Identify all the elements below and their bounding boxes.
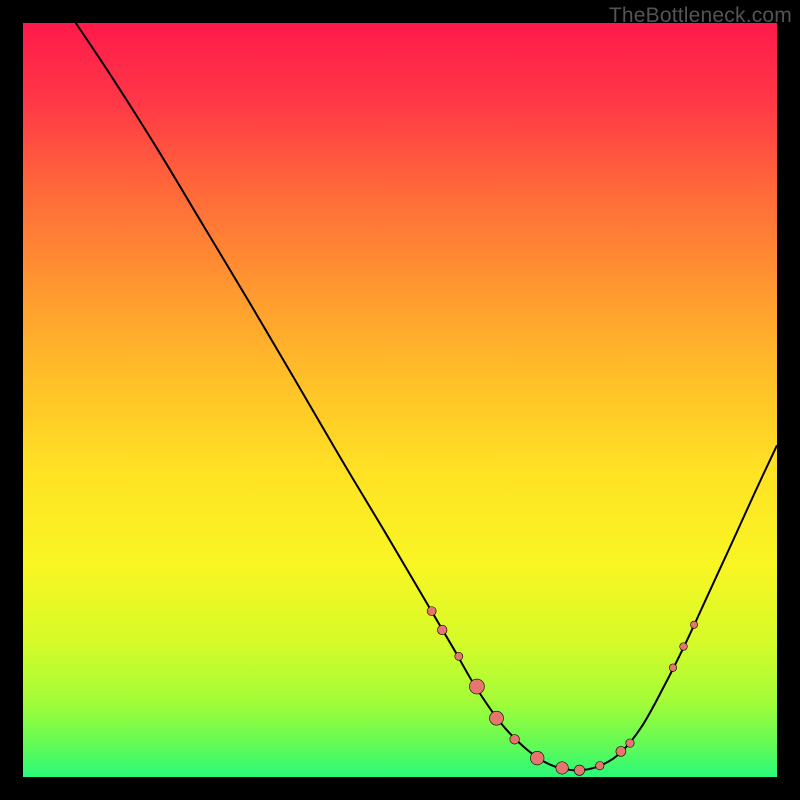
- curve-marker: [626, 739, 634, 747]
- curve-marker: [616, 746, 626, 756]
- bottleneck-chart: [23, 23, 777, 777]
- curve-marker: [574, 765, 584, 775]
- curve-marker: [490, 711, 504, 725]
- curve-marker: [669, 664, 677, 672]
- curve-marker: [510, 735, 520, 745]
- figure-container: { "watermark": { "text": "TheBottleneck.…: [0, 0, 800, 800]
- gradient-background: [23, 23, 777, 777]
- curve-marker: [530, 751, 544, 765]
- curve-marker: [556, 762, 568, 774]
- curve-marker: [680, 643, 688, 651]
- curve-marker: [596, 761, 604, 769]
- curve-marker: [690, 621, 697, 628]
- curve-marker: [469, 679, 484, 694]
- curve-marker: [437, 625, 447, 635]
- curve-marker: [427, 607, 436, 616]
- curve-marker: [455, 652, 463, 660]
